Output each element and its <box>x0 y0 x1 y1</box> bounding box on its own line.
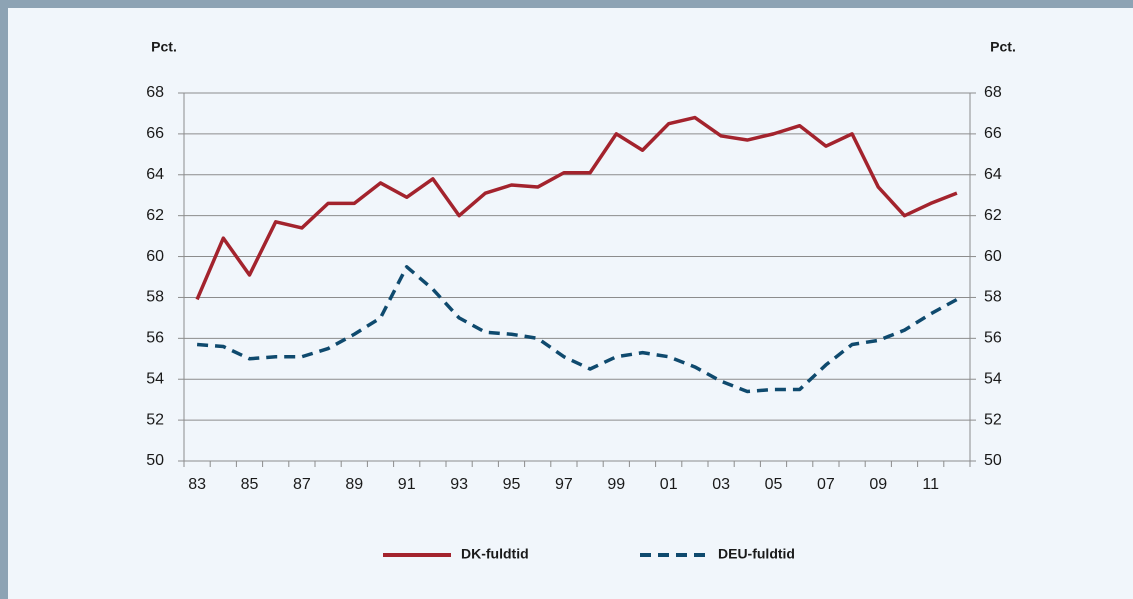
y2-tick-label: 56 <box>984 330 1002 347</box>
x-tick-label: 89 <box>345 476 363 493</box>
y2-axis-label: Pct. <box>990 39 1016 55</box>
y-tick-label: 58 <box>146 289 164 306</box>
y-tick-label: 64 <box>146 166 164 183</box>
x-tick-label: 05 <box>765 476 783 493</box>
y2-tick-label: 66 <box>984 125 1002 142</box>
y2-tick-label: 68 <box>984 84 1002 101</box>
x-tick-label: 95 <box>503 476 521 493</box>
y-tick-label: 54 <box>146 370 164 387</box>
frame <box>0 0 1133 8</box>
legend-label: DK-fuldtid <box>461 546 529 562</box>
x-tick-label: 87 <box>293 476 311 493</box>
x-tick-label: 83 <box>188 476 206 493</box>
y2-tick-label: 62 <box>984 207 1002 224</box>
x-tick-label: 93 <box>450 476 468 493</box>
x-tick-label: 97 <box>555 476 573 493</box>
x-tick-label: 91 <box>398 476 416 493</box>
x-tick-label: 03 <box>712 476 730 493</box>
x-tick-label: 85 <box>241 476 259 493</box>
y-tick-label: 56 <box>146 330 164 347</box>
y-tick-label: 68 <box>146 84 164 101</box>
frame <box>0 0 8 599</box>
y-tick-label: 52 <box>146 411 164 428</box>
y2-tick-label: 54 <box>984 370 1002 387</box>
y2-tick-label: 60 <box>984 248 1002 265</box>
y2-tick-label: 52 <box>984 411 1002 428</box>
x-tick-label: 09 <box>869 476 887 493</box>
y-tick-label: 60 <box>146 248 164 265</box>
y-tick-label: 50 <box>146 452 164 469</box>
series-line <box>195 115 958 301</box>
y2-tick-label: 64 <box>984 166 1002 183</box>
x-tick-label: 07 <box>817 476 835 493</box>
x-tick-label: 01 <box>660 476 678 493</box>
y2-tick-label: 50 <box>984 452 1002 469</box>
y-axis-label: Pct. <box>151 39 177 55</box>
x-tick-label: 11 <box>922 476 939 493</box>
y-tick-label: 62 <box>146 207 164 224</box>
series-line <box>196 265 958 394</box>
y-tick-label: 66 <box>146 125 164 142</box>
x-tick-label: 99 <box>607 476 625 493</box>
legend-label: DEU-fuldtid <box>718 546 795 562</box>
y2-tick-label: 58 <box>984 289 1002 306</box>
